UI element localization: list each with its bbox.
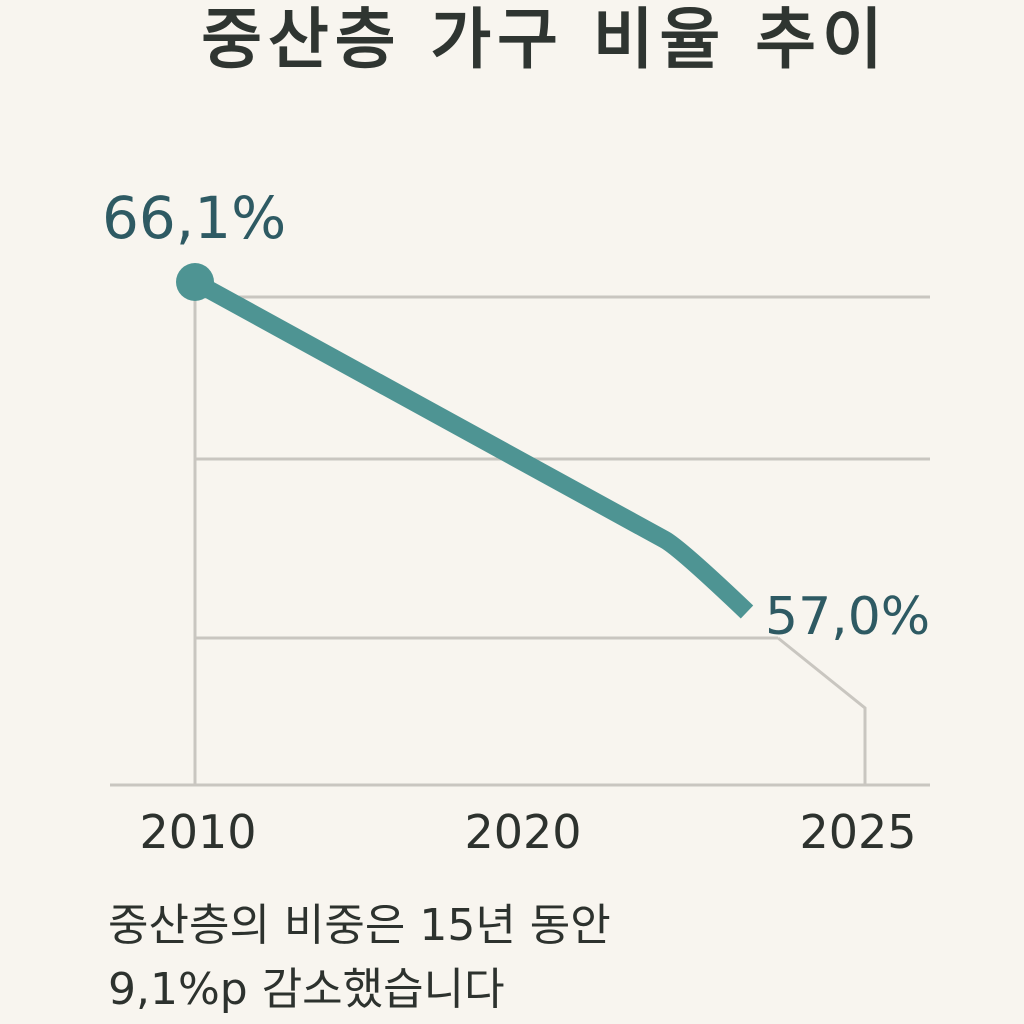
x-tick-label-2025: 2025 bbox=[799, 805, 916, 859]
chart-title: 중산층 가구 비율 추이 bbox=[201, 1, 889, 78]
grid-lines bbox=[110, 295, 930, 787]
x-tick-label-2020: 2020 bbox=[464, 805, 581, 859]
data-label-end: 57,0% bbox=[765, 587, 930, 647]
labels-layer: 66,1% 57,0% 2010 2020 2025 bbox=[102, 184, 930, 859]
series-line bbox=[190, 274, 754, 619]
line-chart: 66,1% 57,0% 2010 2020 2025 bbox=[102, 184, 930, 859]
x-tick-label-2010: 2010 bbox=[139, 805, 256, 859]
caption-line-2: 9,1%p 감소했습니다 bbox=[108, 964, 505, 1015]
chart-caption: 중산층의 비중은 15년 동안 9,1%p 감소했습니다 bbox=[108, 894, 988, 1022]
data-label-start: 66,1% bbox=[102, 184, 286, 252]
caption-line-1: 중산층의 비중은 15년 동안 bbox=[108, 900, 611, 951]
gridline-lower-bend bbox=[777, 636, 867, 785]
data-point-2010 bbox=[176, 263, 214, 301]
series-layer bbox=[176, 263, 754, 619]
